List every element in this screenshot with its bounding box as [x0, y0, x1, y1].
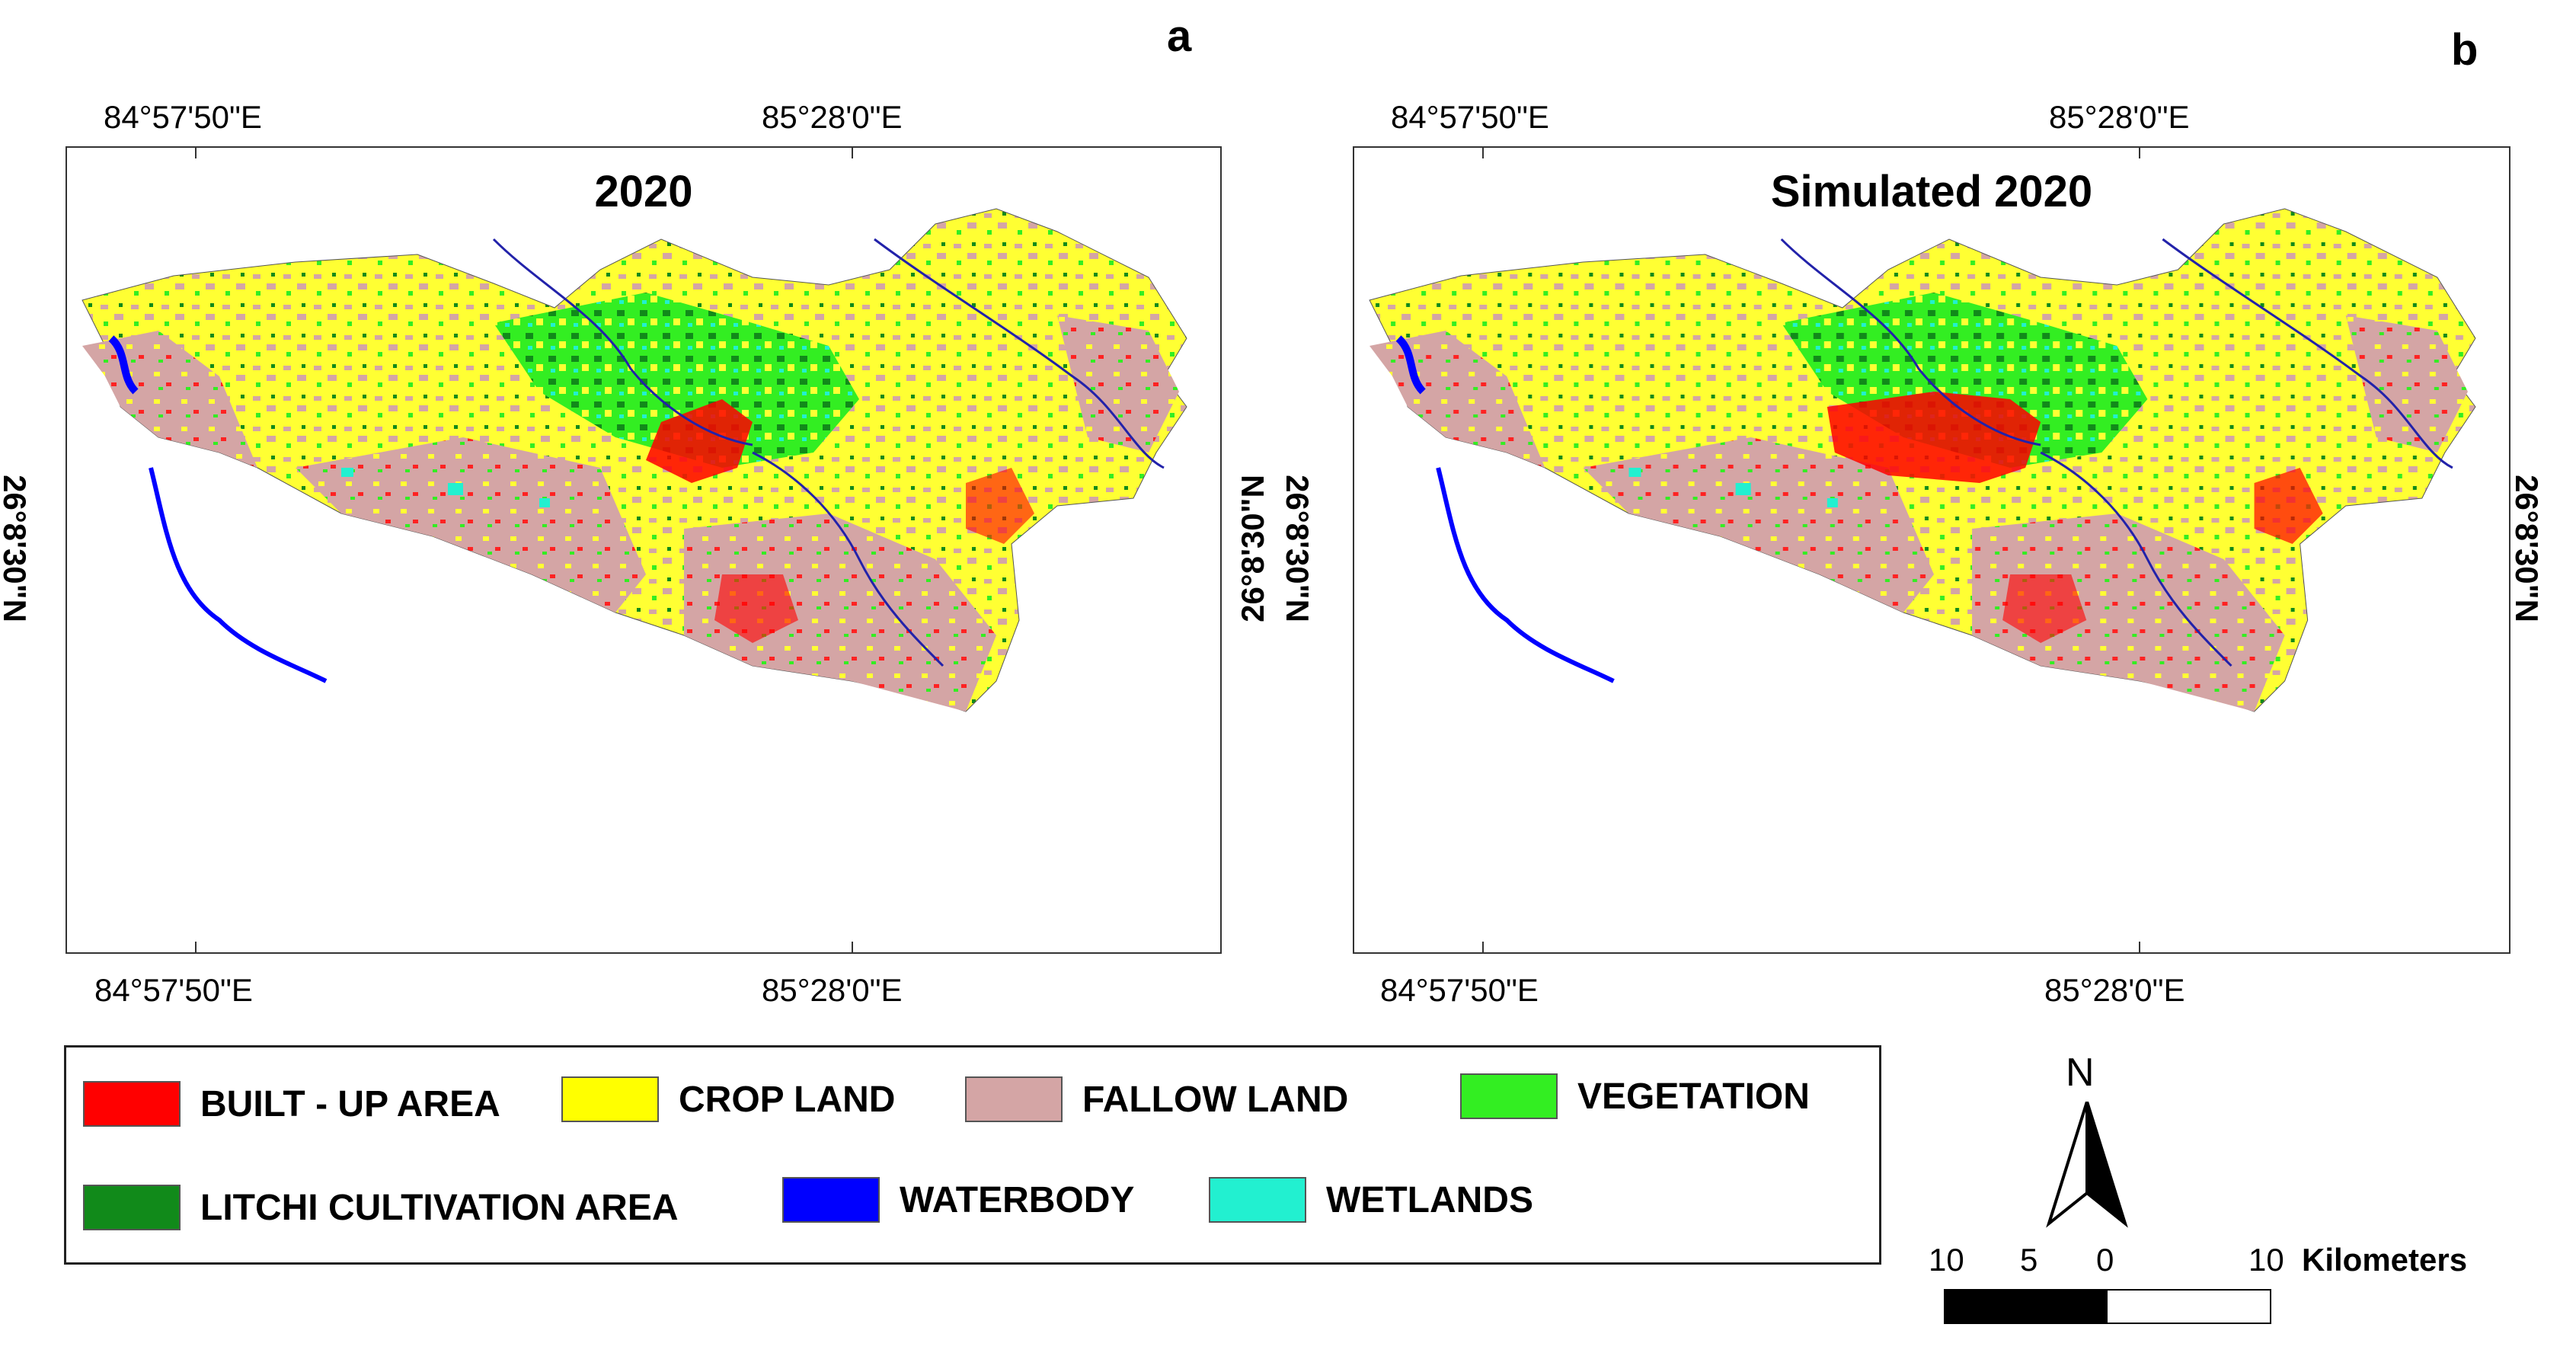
panel-a-right-lat: 26°8'30"N — [1234, 475, 1270, 622]
tick-a-top-1 — [195, 148, 197, 158]
legend-label: LITCHI CULTIVATION AREA — [200, 1187, 679, 1228]
legend-label: VEGETATION — [1577, 1076, 1810, 1117]
scale-label-5: 5 — [2020, 1242, 2038, 1278]
map-frame-a: 2020 — [66, 146, 1222, 954]
scale-label-10-left: 10 — [1929, 1242, 1964, 1278]
panel-b-bottom-lon-left: 84°57'50"E — [1380, 972, 1539, 1008]
legend-label: WATERBODY — [900, 1179, 1135, 1220]
scale-label-10-right: 10 — [2248, 1242, 2284, 1278]
panel-b-top-lon-right: 85°28'0"E — [2049, 99, 2190, 135]
tick-b-top-1 — [1482, 148, 1484, 158]
legend-item-wetlands: WETLANDS — [1209, 1177, 1533, 1223]
scale-unit: Kilometers — [2302, 1242, 2468, 1278]
panel-a-top-lon-left: 84°57'50"E — [104, 99, 262, 135]
panel-a-bottom-lon-left: 84°57'50"E — [94, 972, 253, 1008]
tick-b-bottom-2 — [2139, 942, 2140, 952]
legend-swatch — [965, 1076, 1063, 1122]
panel-letter-b: b — [2451, 25, 2479, 75]
scale-bar-black-segment — [1945, 1291, 2108, 1323]
legend-swatch — [1209, 1177, 1306, 1223]
legend-swatch — [1460, 1073, 1558, 1119]
tick-a-bottom-2 — [852, 942, 853, 952]
scale-label-0: 0 — [2096, 1242, 2114, 1278]
legend-swatch — [83, 1081, 181, 1127]
tick-a-bottom-1 — [195, 942, 197, 952]
legend-item-litchi: LITCHI CULTIVATION AREA — [83, 1185, 679, 1230]
panel-b-top-lon-left: 84°57'50"E — [1391, 99, 1549, 135]
tick-b-bottom-1 — [1482, 942, 1484, 952]
lulc-map-b — [1369, 208, 2476, 712]
legend-item-waterbody: WATERBODY — [782, 1177, 1134, 1223]
panel-b-right-lat: 26°8'30"N — [2508, 475, 2545, 622]
legend-label: WETLANDS — [1326, 1179, 1533, 1220]
legend-item-crop-land: CROP LAND — [561, 1076, 895, 1122]
legend-label: BUILT - UP AREA — [200, 1083, 500, 1124]
legend-item-built-up: BUILT - UP AREA — [83, 1081, 500, 1127]
tick-b-top-2 — [2139, 148, 2140, 158]
legend-item-fallow-land: FALLOW LAND — [965, 1076, 1348, 1122]
map-title-a: 2020 — [594, 167, 693, 216]
legend-label: CROP LAND — [679, 1079, 896, 1120]
legend-swatch — [561, 1076, 659, 1122]
map-legend: BUILT - UP AREA CROP LAND FALLOW LAND VE… — [64, 1045, 1881, 1265]
panel-b-bottom-lon-right: 85°28'0"E — [2044, 972, 2185, 1008]
legend-swatch — [83, 1185, 181, 1230]
legend-label: FALLOW LAND — [1082, 1079, 1349, 1120]
north-label: N — [2066, 1051, 2095, 1095]
panel-letter-a: a — [1167, 11, 1192, 61]
scale-bar — [1944, 1289, 2271, 1324]
panel-a-bottom-lon-right: 85°28'0"E — [762, 972, 903, 1008]
legend-item-vegetation: VEGETATION — [1460, 1073, 1810, 1119]
panel-a-top-lon-right: 85°28'0"E — [762, 99, 903, 135]
legend-swatch — [782, 1177, 880, 1223]
map-title-b: Simulated 2020 — [1770, 167, 2093, 216]
lulc-map-a — [81, 208, 1187, 712]
panel-b-left-lat: 26°8'30"N — [1279, 475, 1315, 622]
map-frame-b: Simulated 2020 — [1353, 146, 2510, 954]
north-arrow-icon — [2046, 1102, 2128, 1228]
panel-a-left-lat: 26°8'30"N — [0, 475, 33, 622]
tick-a-top-2 — [852, 148, 853, 158]
